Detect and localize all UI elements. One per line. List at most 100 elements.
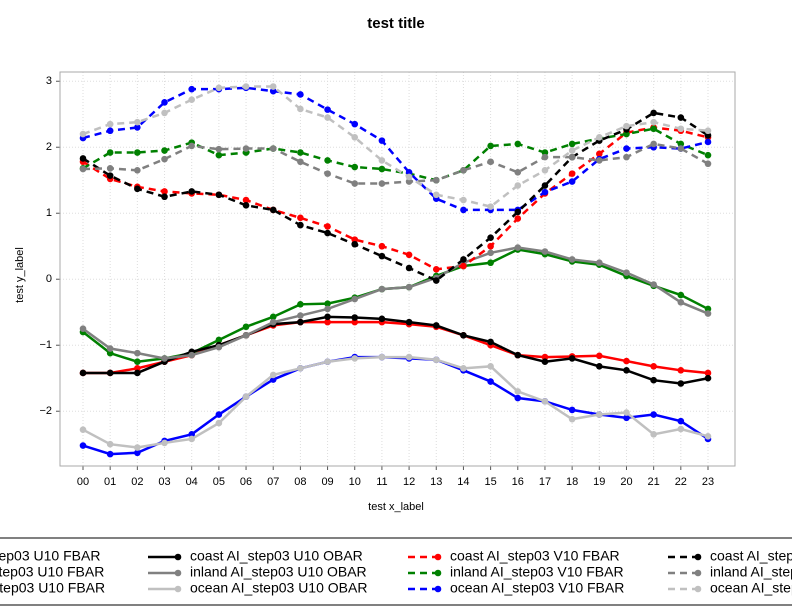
x-tick-label: 16 bbox=[512, 476, 524, 488]
series-line bbox=[82, 86, 709, 212]
data-point bbox=[596, 157, 603, 164]
data-point bbox=[134, 449, 141, 457]
data-point bbox=[242, 393, 250, 401]
legend-label: inland AI_step03 U10 FBAR bbox=[0, 564, 104, 580]
data-point bbox=[351, 355, 359, 362]
data-point bbox=[351, 314, 359, 321]
data-point bbox=[79, 155, 87, 162]
data-point bbox=[514, 208, 522, 216]
data-point bbox=[269, 206, 277, 214]
x-tick-label: 04 bbox=[186, 476, 198, 488]
data-point bbox=[432, 266, 440, 273]
data-point bbox=[351, 318, 359, 326]
data-point bbox=[432, 191, 440, 199]
data-point bbox=[188, 351, 195, 359]
data-point bbox=[568, 178, 576, 185]
data-point bbox=[297, 312, 304, 319]
x-tick-label: 12 bbox=[403, 476, 415, 488]
data-point bbox=[378, 137, 386, 144]
data-point bbox=[134, 369, 141, 377]
data-point bbox=[161, 355, 168, 362]
data-point bbox=[297, 158, 304, 166]
data-point bbox=[351, 163, 359, 171]
data-point bbox=[704, 160, 712, 168]
data-point bbox=[106, 345, 114, 352]
data-point bbox=[704, 305, 712, 313]
data-point bbox=[487, 242, 494, 250]
x-tick-label: 02 bbox=[131, 476, 143, 488]
legend-label: coast AI_step03 V10 OBAR bbox=[710, 548, 792, 564]
x-tick-label: 07 bbox=[267, 476, 279, 488]
legend-label: inland AI_step03 U10 OBAR bbox=[190, 564, 367, 580]
data-point bbox=[378, 285, 386, 293]
data-point bbox=[650, 431, 657, 438]
data-point bbox=[79, 325, 87, 333]
x-tick-label: 03 bbox=[158, 476, 170, 488]
data-point bbox=[324, 300, 331, 307]
data-point bbox=[134, 444, 141, 451]
data-point bbox=[568, 153, 576, 161]
x-tick-label: 11 bbox=[376, 476, 387, 488]
data-point bbox=[161, 109, 168, 117]
x-axis-label: test x_label bbox=[368, 501, 424, 513]
data-point bbox=[106, 120, 114, 128]
data-point bbox=[161, 193, 168, 201]
data-point bbox=[106, 450, 114, 458]
data-point bbox=[460, 167, 467, 174]
data-point bbox=[487, 249, 494, 257]
data-point bbox=[134, 349, 141, 357]
data-point bbox=[378, 353, 386, 361]
data-point bbox=[188, 142, 195, 150]
data-point bbox=[460, 262, 467, 270]
data-point bbox=[568, 147, 576, 154]
series-line bbox=[82, 85, 709, 208]
series-line bbox=[82, 355, 709, 456]
x-tick-label: 10 bbox=[349, 476, 361, 488]
x-tick-label: 23 bbox=[702, 476, 714, 488]
x-tick-label: 13 bbox=[430, 476, 442, 488]
y-axis-label: test y_label bbox=[14, 247, 26, 303]
data-point bbox=[242, 196, 250, 204]
data-point bbox=[405, 251, 413, 259]
data-point bbox=[297, 365, 304, 372]
data-point bbox=[596, 363, 603, 370]
data-point bbox=[161, 147, 168, 154]
data-point bbox=[106, 149, 114, 156]
data-point bbox=[134, 167, 141, 174]
x-tick-label: 08 bbox=[294, 476, 306, 488]
data-point bbox=[460, 365, 467, 372]
x-tick-label: 05 bbox=[213, 476, 225, 488]
data-point bbox=[405, 169, 413, 176]
data-point bbox=[215, 419, 223, 427]
data-point bbox=[215, 191, 223, 199]
data-point bbox=[460, 196, 467, 204]
data-point bbox=[623, 269, 630, 276]
data-point bbox=[514, 215, 522, 222]
legend-marker bbox=[694, 553, 702, 561]
data-point bbox=[677, 367, 685, 374]
data-point bbox=[324, 170, 331, 177]
data-point bbox=[623, 367, 630, 374]
series-line bbox=[82, 127, 709, 182]
data-point bbox=[704, 138, 712, 146]
data-point bbox=[215, 84, 223, 92]
data-point bbox=[188, 435, 195, 443]
data-point bbox=[596, 352, 603, 360]
data-point bbox=[704, 369, 712, 377]
data-point bbox=[378, 315, 386, 323]
data-point bbox=[269, 87, 277, 95]
data-point bbox=[650, 109, 657, 117]
legend-marker bbox=[174, 553, 182, 561]
y-tick-label: 3 bbox=[46, 75, 52, 87]
data-point bbox=[79, 426, 87, 434]
data-point bbox=[324, 318, 331, 326]
legend-label: ocean AI_step03 U10 OBAR bbox=[190, 580, 367, 596]
data-point bbox=[351, 236, 359, 243]
legend-label: inland AI_step03 V10 OBAR bbox=[710, 564, 792, 580]
data-point bbox=[378, 157, 386, 164]
series-line bbox=[82, 355, 709, 449]
data-point bbox=[677, 125, 685, 133]
data-point bbox=[297, 221, 304, 229]
data-point bbox=[242, 83, 250, 90]
